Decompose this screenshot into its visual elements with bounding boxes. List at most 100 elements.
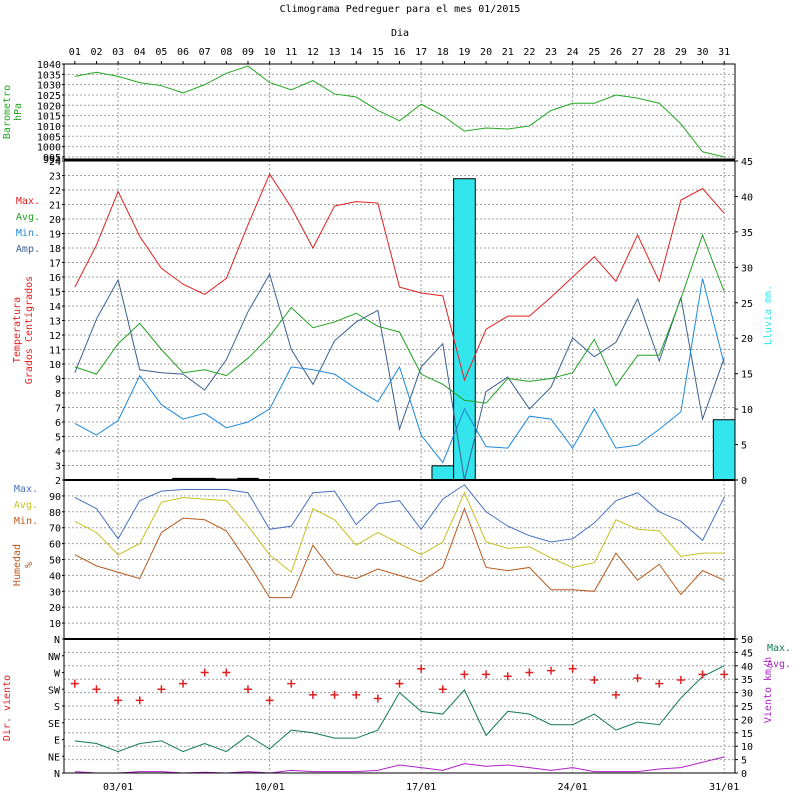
wind-direction-label: S bbox=[54, 702, 60, 713]
temperature-tick-label: 18 bbox=[49, 244, 61, 255]
rain-bar bbox=[193, 477, 216, 480]
day-tick-label: 18 bbox=[437, 47, 449, 58]
wind-direction-marker bbox=[92, 685, 101, 694]
wind-direction-label: SE bbox=[48, 719, 60, 730]
rain-tick-label: 5 bbox=[741, 441, 747, 452]
day-tick-label: 12 bbox=[307, 47, 319, 58]
rain-bar bbox=[172, 477, 194, 480]
rain-tick-label: 20 bbox=[741, 334, 753, 345]
pressure-axis-unit: hPa bbox=[13, 103, 24, 121]
day-tick-label: 07 bbox=[199, 47, 211, 58]
temperature-legend-0: Max. bbox=[16, 196, 40, 207]
humidity-tick-label: 40 bbox=[49, 571, 61, 582]
pressure-tick-label: 1020 bbox=[37, 101, 61, 112]
pressure-tick-label: 1030 bbox=[37, 81, 61, 92]
wind-speed-tick-label: 30 bbox=[741, 689, 753, 700]
humidity-legend-1: Avg. bbox=[14, 500, 38, 511]
rain-tick-label: 35 bbox=[741, 228, 753, 239]
day-tick-label: 26 bbox=[610, 47, 622, 58]
temperature-axis-title: Temperatura bbox=[12, 297, 23, 363]
day-tick-label: 06 bbox=[177, 47, 189, 58]
temperature-tick-label: 21 bbox=[49, 201, 61, 212]
wind-direction-marker bbox=[373, 694, 382, 703]
wind-direction-marker bbox=[460, 670, 469, 679]
day-tick-label: 10 bbox=[264, 47, 276, 58]
temperature-tick-label: 19 bbox=[49, 230, 61, 241]
date-tick-label: 17/01 bbox=[406, 782, 436, 793]
temperature-tick-label: 23 bbox=[49, 172, 61, 183]
rain-bar bbox=[237, 477, 259, 480]
axis-labels: 01 02 03 04 05 06 07 08 09 10 11 12 13 14 15 16 17 18 19 20… bbox=[2, 47, 791, 793]
day-tick-label: 08 bbox=[220, 47, 232, 58]
wind-direction-marker bbox=[222, 668, 231, 677]
wind-speed-tick-label: 45 bbox=[741, 648, 753, 659]
wind-speed-tick-label: 25 bbox=[741, 702, 753, 713]
pressure-axis-title: Barometro bbox=[2, 85, 13, 139]
temperature-tick-label: 10 bbox=[49, 360, 61, 371]
wind-speed-tick-label: 15 bbox=[741, 729, 753, 740]
day-axis-title: Dia bbox=[391, 28, 409, 39]
temp-amp-line bbox=[74, 272, 725, 481]
day-tick-label: 02 bbox=[90, 47, 102, 58]
humidity-avg-line bbox=[74, 491, 725, 574]
wind-direction-marker bbox=[547, 666, 556, 675]
wind-direction-marker bbox=[676, 675, 685, 684]
wind-direction-marker bbox=[633, 674, 642, 683]
wind-direction-label: NE bbox=[48, 752, 60, 763]
rain-tick-label: 25 bbox=[741, 299, 753, 310]
rain-tick-label: 10 bbox=[741, 405, 753, 416]
rain-tick-label: 45 bbox=[741, 157, 753, 168]
humidity-axis-unit: % bbox=[24, 562, 35, 568]
day-tick-label: 05 bbox=[155, 47, 167, 58]
rain-bar bbox=[431, 465, 455, 481]
grid-layer bbox=[64, 64, 735, 773]
pressure-tick-label: 1000 bbox=[37, 143, 61, 154]
temperature-tick-label: 7 bbox=[55, 404, 61, 415]
day-tick-label: 03 bbox=[112, 47, 124, 58]
wind-direction-label: NW bbox=[48, 652, 61, 663]
temp-min-line bbox=[74, 278, 725, 464]
temperature-axis-unit: Grados Centígrados bbox=[23, 276, 35, 384]
day-tick-label: 04 bbox=[134, 47, 146, 58]
temperature-tick-label: 2 bbox=[55, 476, 61, 487]
humidity-tick-label: 10 bbox=[49, 619, 61, 630]
wind-direction-marker bbox=[352, 690, 361, 699]
wind-legend-0: Max. bbox=[767, 643, 791, 654]
temperature-legend-3: Amp. bbox=[16, 244, 40, 255]
wind-direction-marker bbox=[135, 696, 144, 705]
day-tick-label: 11 bbox=[285, 47, 297, 58]
temperature-tick-label: 5 bbox=[55, 433, 61, 444]
pressure-tick-label: 1010 bbox=[37, 122, 61, 133]
wind-direction-marker bbox=[698, 670, 707, 679]
temperature-tick-label: 4 bbox=[55, 447, 61, 458]
day-tick-label: 22 bbox=[523, 47, 535, 58]
day-tick-label: 24 bbox=[567, 47, 579, 58]
wind-max-line bbox=[74, 665, 725, 753]
rain-tick-label: 30 bbox=[741, 263, 753, 274]
humidity-tick-label: 90 bbox=[49, 492, 61, 503]
temperature-tick-label: 14 bbox=[49, 302, 61, 313]
temperature-tick-label: 15 bbox=[49, 288, 61, 299]
temperature-legend-1: Avg. bbox=[16, 212, 40, 223]
temperature-tick-label: 8 bbox=[55, 389, 61, 400]
wind-direction-marker bbox=[287, 679, 296, 688]
humidity-max-line bbox=[74, 484, 725, 543]
wind-direction-marker bbox=[265, 696, 274, 705]
pressure-tick-label: 1035 bbox=[37, 70, 61, 81]
humidity-legend-2: Min. bbox=[14, 516, 38, 527]
pressure-tick-label: 995 bbox=[43, 153, 61, 164]
wind-direction-marker bbox=[720, 670, 729, 679]
wind-speed-axis-title: Viento km/h bbox=[763, 657, 774, 723]
day-tick-label: 17 bbox=[415, 47, 427, 58]
date-tick-label: 03/01 bbox=[103, 782, 133, 793]
wind-direction-label: N bbox=[54, 635, 60, 646]
temp-avg-line bbox=[74, 233, 725, 404]
humidity-axis-title: Humedad bbox=[12, 544, 23, 586]
wind-speed-tick-label: 50 bbox=[741, 635, 753, 646]
wind-direction-marker bbox=[308, 690, 317, 699]
rain-tick-label: 40 bbox=[741, 192, 753, 203]
temperature-tick-label: 16 bbox=[49, 273, 61, 284]
wind-direction-marker bbox=[568, 664, 577, 673]
temperature-tick-label: 3 bbox=[55, 462, 61, 473]
